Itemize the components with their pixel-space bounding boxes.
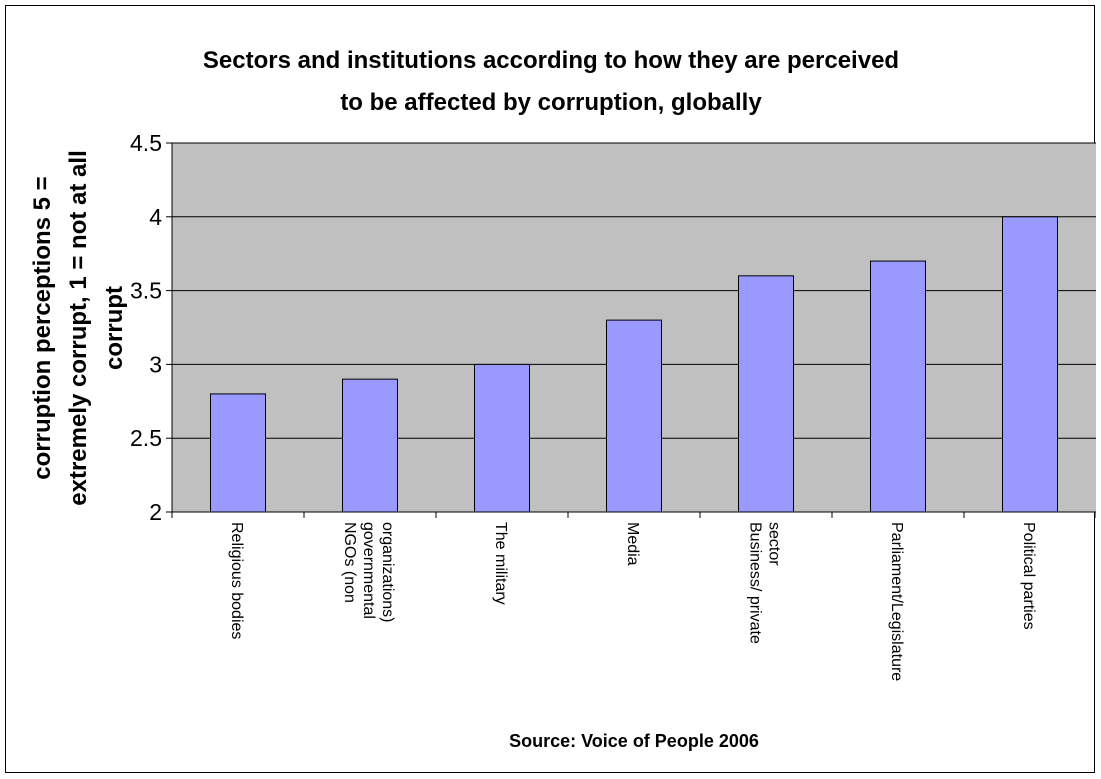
bar-4 <box>738 275 794 513</box>
category-label-3: Media <box>624 522 641 566</box>
y-tick-label-3: 3.5 <box>130 278 162 304</box>
bar-2 <box>474 363 530 513</box>
category-label-2-line-0: The military <box>492 522 509 605</box>
category-label-5-line-0: Parliament/Legislature <box>888 522 905 681</box>
category-label-6-line-0: Political parties <box>1020 522 1037 630</box>
category-label-5: Parliament/Legislature <box>888 522 905 681</box>
bar-0 <box>210 393 266 513</box>
category-label-1-line-1: governmental <box>360 522 377 619</box>
y-tick-label-5: 4.5 <box>130 130 162 156</box>
category-label-1-line-2: organizations) <box>379 522 396 623</box>
category-label-0-line-0: Religious bodies <box>228 522 245 639</box>
chart-frame: Sectors and institutions according to ho… <box>5 5 1096 773</box>
category-label-4-line-1: sector <box>766 522 783 566</box>
category-label-4-line-0: Business/ private <box>747 522 764 644</box>
y-tick-label-2: 3 <box>149 351 162 377</box>
category-label-2: The military <box>492 522 509 605</box>
y-tick-label-4: 4 <box>149 204 162 230</box>
category-label-1: NGOs (non governmental organizations) <box>341 522 396 623</box>
category-label-3-line-0: Media <box>624 522 641 566</box>
x-axis-label: Source: Voice of People 2006 <box>509 731 759 751</box>
y-tick-label-1: 2.5 <box>130 425 162 451</box>
bar-3 <box>606 319 662 513</box>
chart-title-line-1: to be affected by corruption, globally <box>340 89 762 116</box>
y-axis-label-line-0: corruption perceptions 5 = <box>29 176 56 479</box>
y-axis-label-line-1: extremely corrupt, 1 = not at all <box>65 150 92 505</box>
category-label-1-line-0: NGOs (non <box>341 522 358 603</box>
category-label-0: Religious bodies <box>228 522 245 639</box>
category-label-4: Business/ private sector <box>747 522 783 644</box>
bar-6 <box>1002 216 1058 513</box>
y-tick-label-0: 2 <box>149 499 162 525</box>
y-axis-label-line-2: corrupt <box>101 286 128 370</box>
bar-5 <box>870 260 926 513</box>
category-label-6: Political parties <box>1020 522 1037 630</box>
y-axis-label: corruption perceptions 5 = extremely corr… <box>29 150 128 505</box>
chart-svg: Sectors and institutions according to ho… <box>29 47 1096 751</box>
chart-title-line-0: Sectors and institutions according to ho… <box>203 47 899 74</box>
bar-1 <box>342 378 398 513</box>
